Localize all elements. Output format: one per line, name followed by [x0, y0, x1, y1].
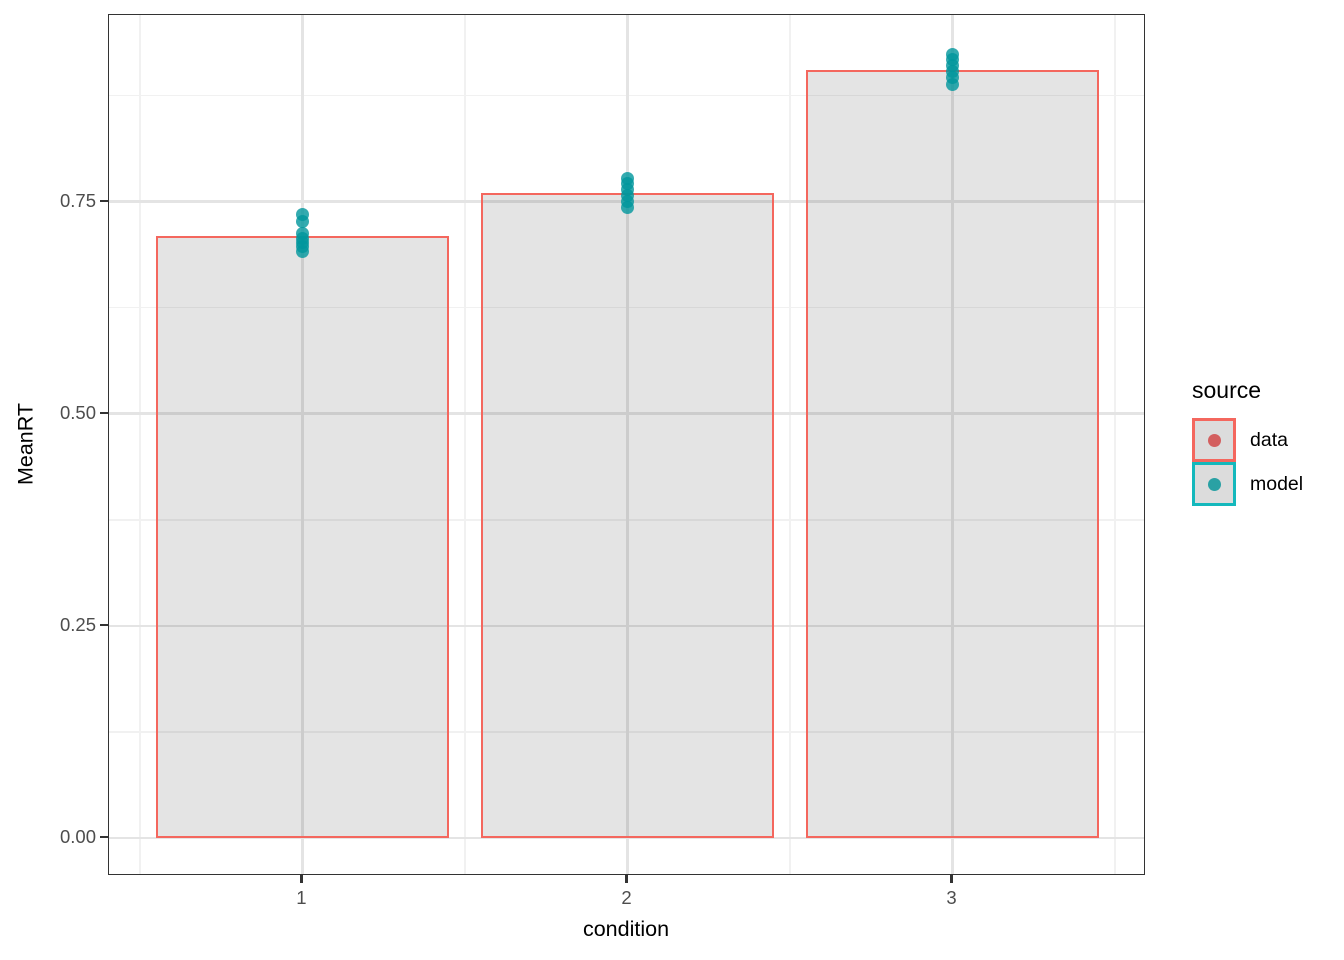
- x-axis-tick: [625, 875, 628, 883]
- bar-condition-1: [156, 235, 449, 838]
- y-axis-tick: [100, 835, 108, 838]
- y-tick-label: 0.25: [59, 613, 96, 635]
- legend-title: source: [1192, 377, 1262, 403]
- bar-condition-2: [481, 193, 774, 838]
- legend-item-model: model: [1192, 462, 1303, 506]
- x-axis-tick: [300, 875, 303, 883]
- model-point: [295, 207, 309, 221]
- gridline-x-minor: [789, 15, 791, 874]
- y-axis-title: MeanRT: [13, 402, 38, 486]
- y-tick-label: 0.50: [59, 401, 96, 423]
- legend-label-data: data: [1250, 428, 1288, 451]
- bar-condition-3: [806, 70, 1099, 838]
- gridline-x-major: [951, 15, 954, 874]
- gridline-x-minor: [139, 15, 141, 874]
- legend-key-model: [1192, 462, 1236, 506]
- data-point-icon: [1207, 433, 1221, 447]
- legend: source data model: [1192, 379, 1303, 506]
- x-axis-tick: [950, 875, 953, 883]
- y-axis-tick: [100, 199, 108, 202]
- x-axis-title: condition: [582, 917, 670, 941]
- gridline-x-minor: [464, 15, 466, 874]
- x-tick-label: 1: [296, 887, 307, 908]
- model-point: [295, 227, 309, 241]
- model-point: [946, 47, 960, 61]
- gridline-x-major: [626, 15, 629, 874]
- legend-item-data: data: [1192, 418, 1303, 462]
- x-tick-label: 3: [946, 887, 957, 908]
- y-axis-tick: [100, 623, 108, 626]
- plot-panel: [108, 14, 1145, 875]
- y-axis-tick: [100, 411, 108, 414]
- gridline-x-major: [301, 15, 304, 874]
- x-tick-label: 2: [621, 887, 632, 908]
- gridline-x-minor: [1114, 15, 1116, 874]
- model-point-icon: [1207, 477, 1221, 491]
- y-tick-label: 0.00: [59, 825, 96, 847]
- y-tick-label: 0.75: [59, 189, 96, 211]
- legend-label-model: model: [1250, 472, 1304, 495]
- model-point: [621, 172, 634, 186]
- legend-key-data: [1192, 418, 1236, 462]
